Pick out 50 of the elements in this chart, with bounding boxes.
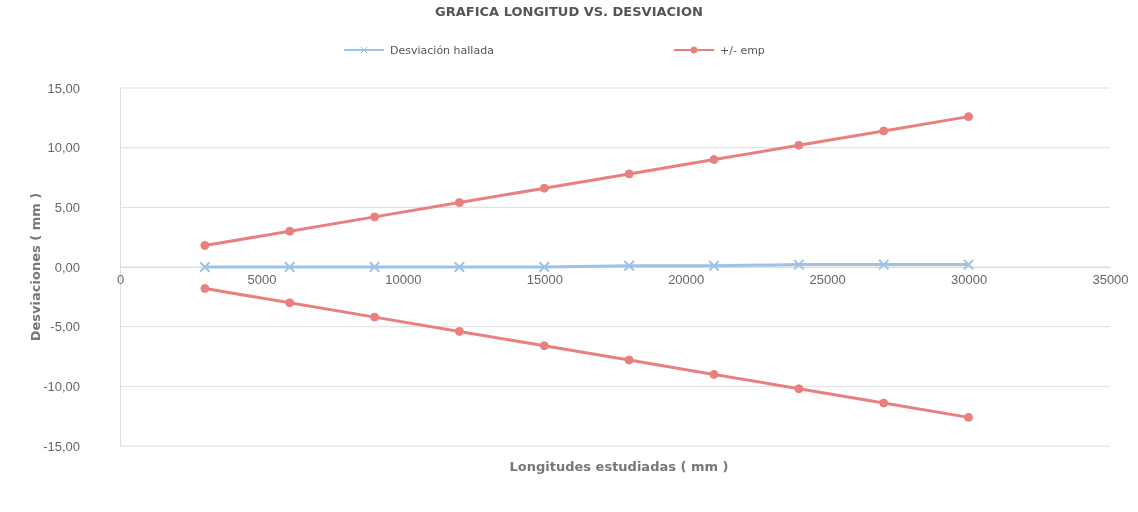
x-axis-title: Longitudes estudiadas ( mm ) xyxy=(509,459,729,474)
legend-label: Desviación hallada xyxy=(390,44,494,57)
point xyxy=(879,126,889,136)
point xyxy=(199,261,211,273)
point xyxy=(708,260,720,272)
point xyxy=(453,261,466,273)
x-tick-label: 10000 xyxy=(385,272,422,288)
point xyxy=(623,260,635,272)
point xyxy=(454,198,464,208)
x-tick-label: 5000 xyxy=(247,272,277,288)
x-tick-label: 0 xyxy=(116,272,125,288)
point xyxy=(624,355,634,365)
x-tick-label: 20000 xyxy=(668,272,705,288)
point xyxy=(200,284,210,293)
chart-title: GRAFICA LONGITUD VS. DESVIACION xyxy=(435,4,703,19)
point xyxy=(709,155,719,165)
y-tick-label: 10,00 xyxy=(47,140,80,156)
legend-label: +/- emp xyxy=(720,44,765,57)
x-tick-label: 30000 xyxy=(950,272,988,288)
point xyxy=(370,212,380,222)
y-tick-label: 5,00 xyxy=(54,199,80,215)
point xyxy=(794,384,804,394)
x-tick-label: 25000 xyxy=(809,272,846,288)
x-tick-label: 15000 xyxy=(526,272,563,288)
y-tick-label: -15,00 xyxy=(43,438,80,454)
point xyxy=(200,241,210,250)
point xyxy=(283,261,296,273)
point xyxy=(624,169,634,179)
y-tick-label: -10,00 xyxy=(43,378,80,394)
point xyxy=(539,183,549,193)
point xyxy=(794,140,804,150)
point xyxy=(879,398,889,408)
point xyxy=(709,369,719,379)
point xyxy=(454,326,464,336)
point xyxy=(962,258,975,271)
point xyxy=(370,312,380,322)
point xyxy=(285,298,295,308)
point xyxy=(964,112,974,122)
x-tick-label: 35000 xyxy=(1092,272,1129,288)
y-tick-label: 0,00 xyxy=(54,259,80,275)
point xyxy=(964,412,974,422)
point xyxy=(793,258,805,271)
point xyxy=(877,258,890,271)
point xyxy=(539,341,549,351)
point xyxy=(285,226,295,236)
y-tick-label: 15,00 xyxy=(47,80,80,96)
point xyxy=(368,261,381,273)
y-tick-label: -5,00 xyxy=(50,319,80,335)
y-axis-title: Desviaciones ( mm ) xyxy=(28,192,43,342)
point xyxy=(538,261,551,273)
